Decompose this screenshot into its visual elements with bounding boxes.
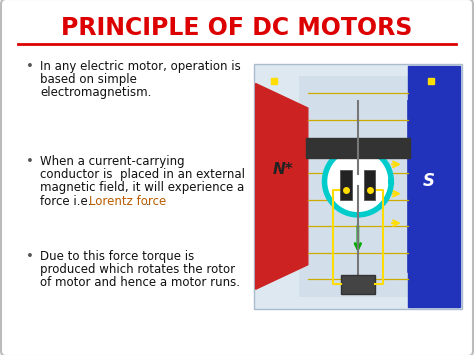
FancyBboxPatch shape [364,170,375,200]
Text: N*: N* [273,162,293,177]
Text: Lorentz force: Lorentz force [89,195,166,208]
Polygon shape [255,83,308,289]
Polygon shape [408,83,460,289]
FancyBboxPatch shape [300,76,416,297]
Text: In any electric motor, operation is: In any electric motor, operation is [40,60,241,73]
FancyBboxPatch shape [254,64,462,309]
Text: of motor and hence a motor runs.: of motor and hence a motor runs. [40,276,240,289]
Text: When a current-carrying: When a current-carrying [40,155,185,168]
Text: produced which rotates the rotor: produced which rotates the rotor [40,263,235,276]
Text: based on simple: based on simple [40,73,137,86]
Text: S: S [423,173,435,191]
Text: conductor is  placed in an external: conductor is placed in an external [40,168,245,181]
Text: .: . [146,195,150,208]
Text: •: • [26,250,34,263]
Text: Due to this force torque is: Due to this force torque is [40,250,194,263]
Text: force i.e.: force i.e. [40,195,95,208]
FancyBboxPatch shape [341,274,374,294]
Text: magnetic field, it will experience a: magnetic field, it will experience a [40,181,244,194]
Text: •: • [26,60,34,73]
FancyBboxPatch shape [340,170,352,200]
Text: PRINCIPLE OF DC MOTORS: PRINCIPLE OF DC MOTORS [61,16,413,40]
Polygon shape [408,66,460,307]
Polygon shape [325,148,391,215]
Polygon shape [306,138,410,158]
Text: •: • [26,155,34,168]
Text: electromagnetism.: electromagnetism. [40,86,151,99]
